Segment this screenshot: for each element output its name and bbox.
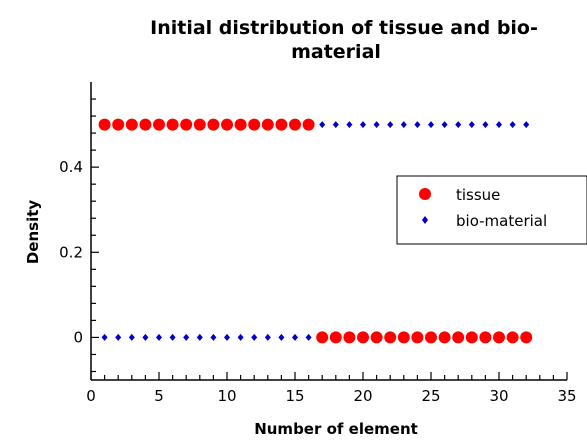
bio-material-point (224, 333, 230, 341)
x-tick-label: 15 (285, 387, 304, 405)
tissue-point (370, 331, 383, 344)
tissue-point (139, 118, 152, 131)
x-tick-label: 20 (353, 387, 372, 405)
tissue-point (316, 331, 329, 344)
tissue-point (465, 331, 478, 344)
tissue-point (479, 331, 492, 344)
bio-material-point (496, 121, 502, 129)
x-tick-label: 0 (86, 387, 96, 405)
bio-material-point (292, 333, 298, 341)
tissue-point (234, 118, 247, 131)
tissue-point (343, 331, 356, 344)
tissue-point (506, 331, 519, 344)
tissue-point (125, 118, 138, 131)
bio-material-point (142, 333, 149, 341)
tissue-point (329, 331, 342, 344)
tissue-point (438, 331, 451, 344)
bio-material-point (441, 121, 448, 129)
bio-material-point (169, 333, 176, 341)
bio-material-point (373, 121, 380, 129)
bio-material-point (509, 121, 516, 129)
bio-material-point (523, 121, 530, 129)
tissue-point (452, 331, 465, 344)
bio-material-point (251, 333, 258, 341)
y-tick-label: 0 (73, 328, 83, 346)
tissue-point (261, 118, 274, 131)
tissue-point (166, 118, 179, 131)
bio-material-point (128, 333, 135, 341)
tissue-point (248, 118, 261, 131)
bio-material-point (115, 333, 122, 341)
tissue-point (425, 331, 437, 344)
tissue-point (98, 118, 111, 131)
tissue-point (112, 118, 125, 131)
bio-material-point (101, 333, 108, 341)
bio-material-point (482, 121, 489, 129)
bio-material-point (210, 333, 217, 341)
tissue-point (153, 118, 165, 131)
axes (90, 82, 567, 381)
legend-label-bio-material: bio-material (456, 212, 547, 230)
x-tick-label: 35 (557, 387, 576, 405)
bio-material-point (264, 333, 271, 341)
bio-material-point (196, 333, 203, 341)
y-tick-label: 0.4 (59, 158, 83, 176)
legend-marker-bio-material (422, 216, 428, 224)
bio-material-point (237, 333, 244, 341)
tissue-point (384, 331, 397, 344)
bio-material-point (278, 333, 285, 341)
x-tick-label: 10 (217, 387, 236, 405)
tissue-point (180, 118, 193, 131)
x-tick-label: 5 (154, 387, 164, 405)
x-axis-label: Number of element (254, 420, 418, 438)
tissue-point (520, 331, 533, 344)
bio-material-point (360, 121, 366, 129)
tissue-point (289, 118, 301, 131)
bio-material-point (428, 121, 434, 129)
bio-material-point (156, 333, 162, 341)
bio-material-point (183, 333, 190, 341)
tissue-point (357, 331, 369, 344)
tissue-point (302, 118, 315, 131)
legend: tissue bio-material (396, 175, 587, 245)
y-tick-label: 0.2 (59, 243, 83, 261)
tissue-point (193, 118, 206, 131)
bio-material-point (319, 121, 326, 129)
tissue-point (493, 331, 505, 344)
legend-label-tissue: tissue (456, 186, 500, 204)
bio-material-point (400, 121, 407, 129)
tissue-point (275, 118, 288, 131)
chart-title-line-2: material (291, 41, 381, 63)
bio-material-point (414, 121, 421, 129)
bio-material-point (346, 121, 353, 129)
legend-box (396, 175, 587, 245)
x-tick-label: 25 (421, 387, 440, 405)
bio-material-point (468, 121, 475, 129)
ticks: 0 5 10 15 20 25 30 35 0 0.2 0.4 (59, 98, 577, 405)
bio-material-point (455, 121, 462, 129)
x-tick-label: 30 (489, 387, 508, 405)
tissue-point (397, 331, 410, 344)
chart-title-line-1: Initial distribution of tissue and bio- (150, 17, 538, 39)
legend-marker-tissue (419, 188, 431, 200)
tissue-point (411, 331, 424, 344)
bio-material-point (387, 121, 394, 129)
data-marks (98, 118, 533, 344)
tissue-point (207, 118, 220, 131)
y-axis-label: Density (24, 200, 42, 265)
tissue-point (221, 118, 233, 131)
bio-material-point (332, 121, 339, 129)
bio-material-point (305, 333, 312, 341)
